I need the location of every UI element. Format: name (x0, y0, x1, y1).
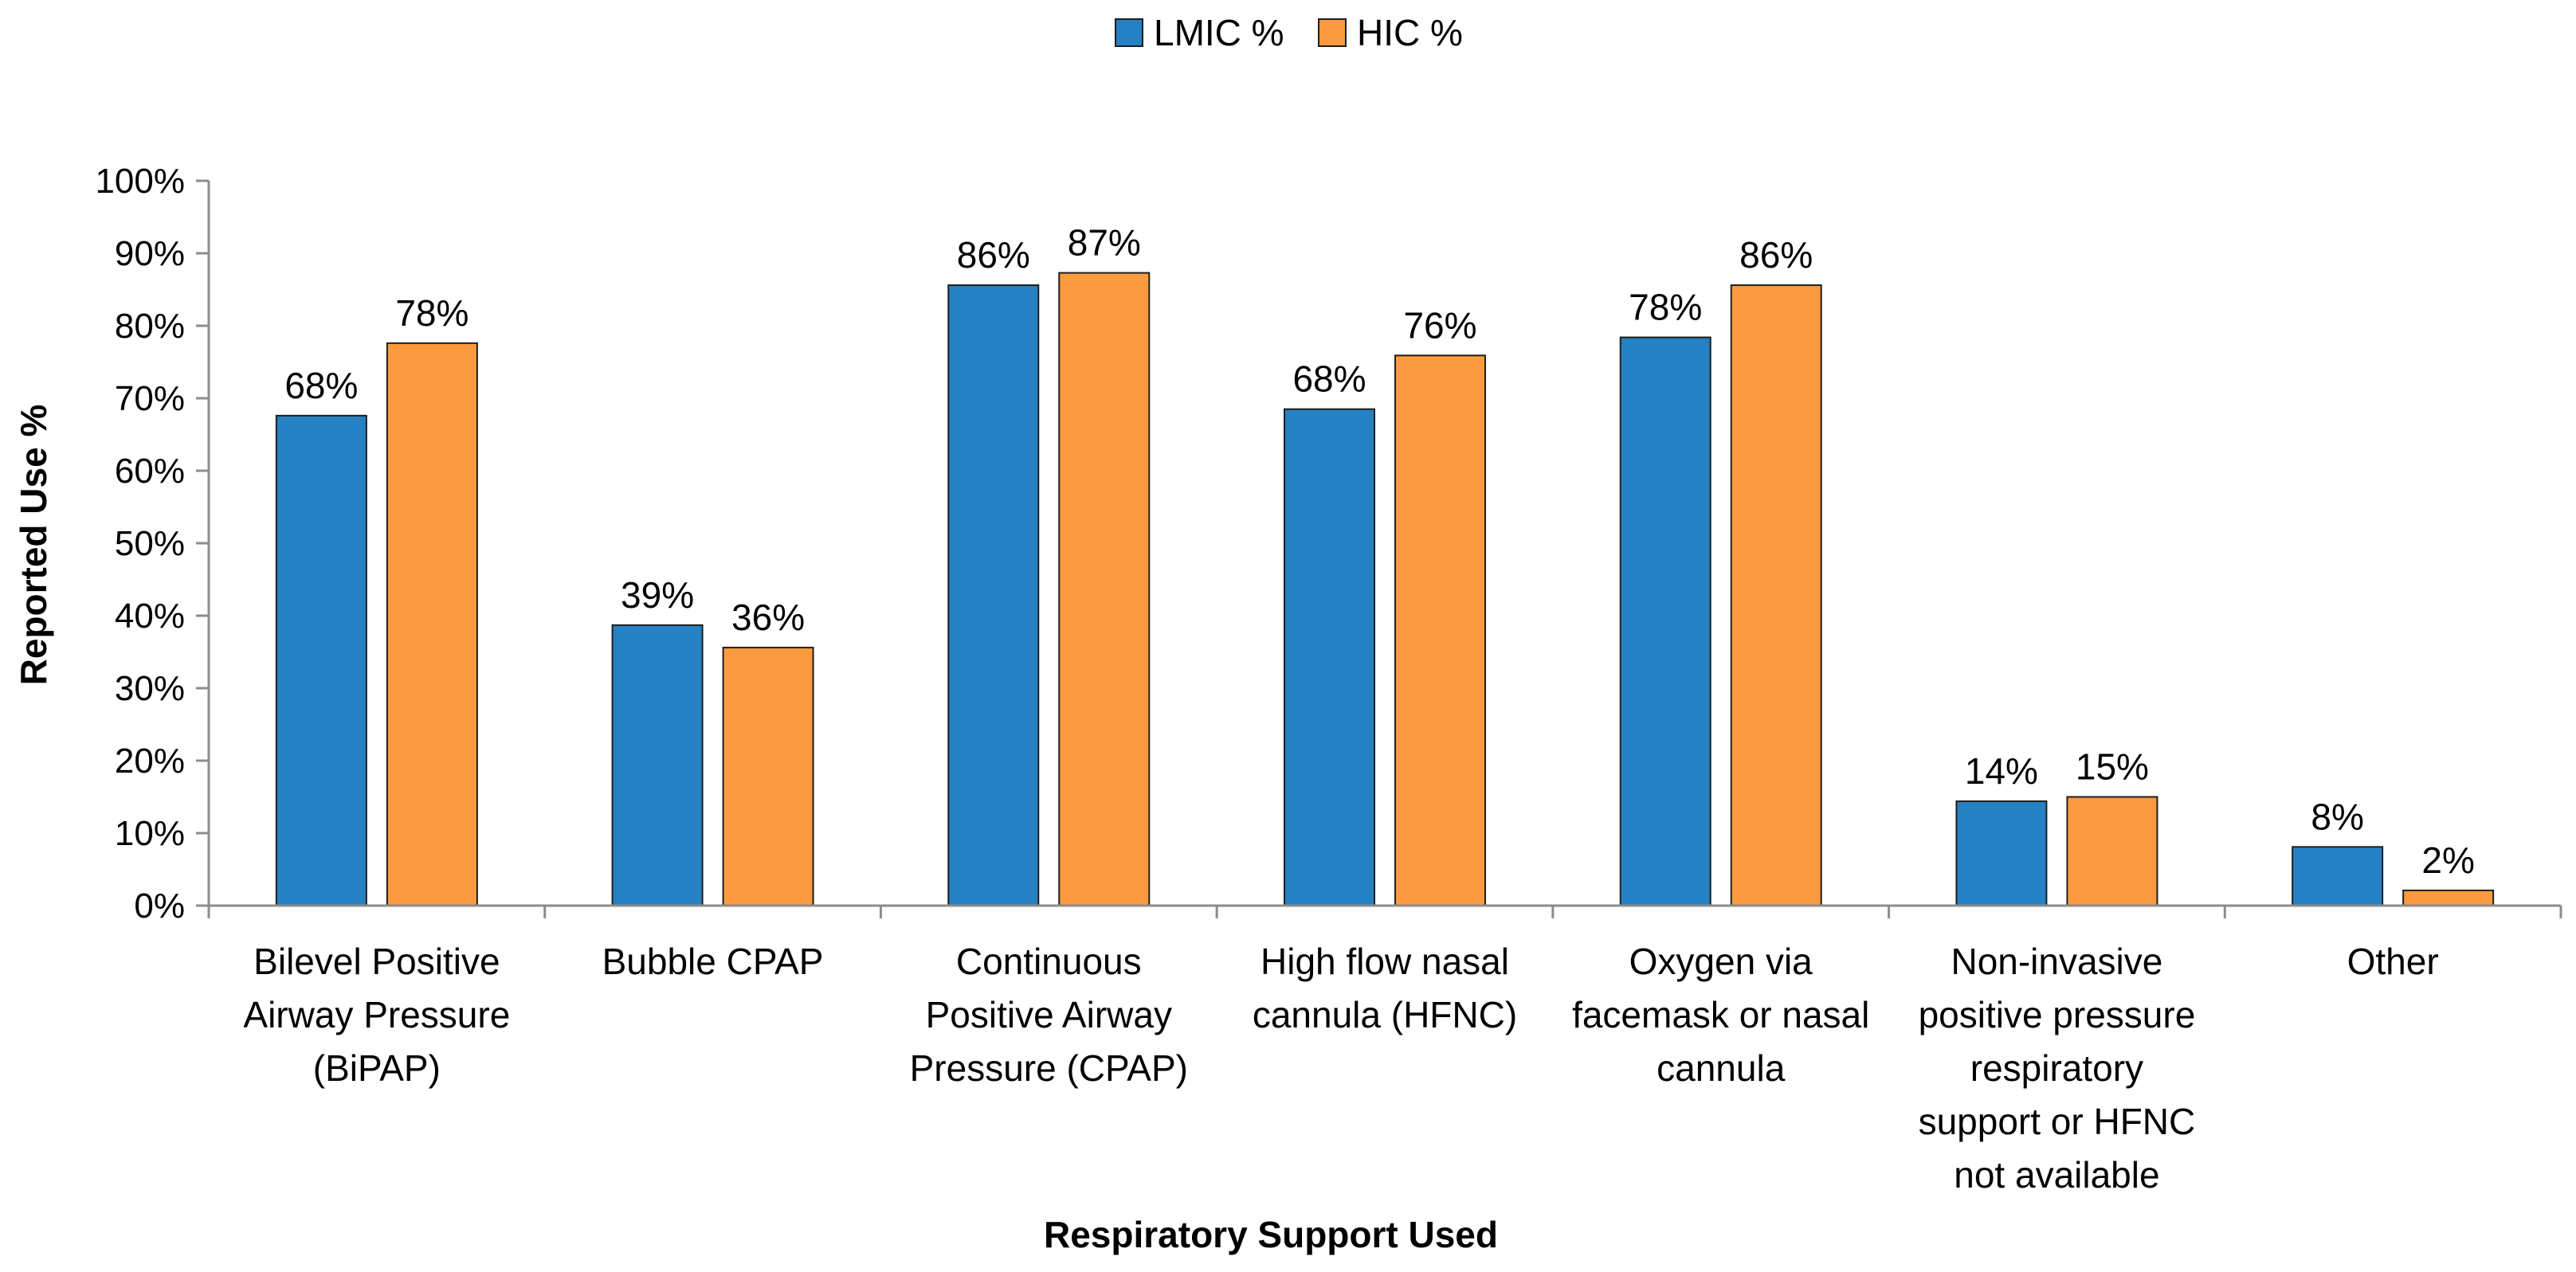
bar-hic (2066, 796, 2158, 906)
data-label: 86% (1739, 234, 1813, 276)
legend-swatch-hic (1318, 18, 1347, 47)
data-label: 39% (621, 574, 694, 616)
bar-lmic (1619, 336, 1711, 906)
legend-label-lmic: LMIC % (1154, 12, 1284, 53)
category-label: Oxygen via facemask or nasal cannula (1572, 941, 1869, 1089)
y-tick-label: 30% (115, 669, 185, 708)
data-label: 78% (395, 292, 469, 334)
y-tick-label: 20% (115, 742, 185, 781)
data-label: 14% (1965, 750, 2038, 792)
bar-hic (1394, 354, 1486, 906)
category-label: Continuous Positive Airway Pressure (CPAP) (910, 941, 1188, 1089)
data-label: 78% (1629, 287, 1702, 328)
y-tick-label: 60% (115, 452, 185, 491)
category-label: Non-invasive positive pressure respiratory… (1919, 941, 2196, 1196)
bar-hic (1058, 272, 1151, 906)
y-tick-label: 10% (115, 814, 185, 853)
bar-lmic (2292, 846, 2384, 907)
data-label: 15% (2076, 746, 2149, 788)
bar-lmic (275, 414, 367, 906)
bar-hic (722, 647, 814, 906)
y-axis: 0% 10% 20% 30% 40% 50% 60% 70% 80% 90% 100% (95, 162, 210, 926)
y-tick-label: 50% (115, 524, 185, 563)
category-label: Bilevel Positive Airway Pressure (BiPAP) (243, 941, 510, 1089)
category-label: Other (2347, 941, 2439, 982)
bar-lmic (947, 284, 1040, 907)
bar-lmic (611, 624, 704, 907)
data-label: 87% (1068, 222, 1141, 264)
data-label: 8% (2311, 796, 2363, 837)
y-tick-label: 0% (134, 886, 185, 926)
bar-lmic (1955, 800, 2048, 907)
data-label: 2% (2421, 840, 2474, 881)
legend-label-hic: HIC % (1357, 12, 1463, 53)
bar-hic (386, 342, 478, 906)
x-axis-title: Respiratory Support Used (1044, 1214, 1498, 1255)
bar-hic (1730, 284, 1822, 907)
legend-swatch-lmic (1115, 18, 1143, 47)
data-label: 76% (1403, 304, 1476, 346)
y-tick-label: 40% (115, 597, 185, 636)
data-label: 68% (1292, 358, 1366, 400)
category-label: Bubble CPAP (602, 941, 824, 982)
category-label: High flow nasal cannula (HFNC) (1253, 941, 1517, 1035)
data-label: 68% (284, 365, 358, 406)
bar-lmic (1284, 408, 1375, 906)
data-label: 86% (957, 234, 1030, 276)
y-axis-title: Reported Use % (13, 405, 54, 686)
legend: LMIC % HIC % (1115, 12, 1463, 53)
bar-hic (2402, 889, 2495, 907)
y-tick-label: 80% (115, 307, 185, 346)
y-tick-label: 70% (115, 379, 185, 418)
y-tick-label: 100% (95, 162, 185, 201)
data-label: 36% (731, 597, 805, 638)
data-labels: 68% 78% 39% 36% 86% 87% 68% 76% 78% 86% 14% 15% 8% 2% (284, 222, 2475, 881)
y-tick-label: 90% (115, 234, 185, 273)
x-axis: Bilevel Positive Airway Pressure (BiPAP) Bu… (207, 904, 2562, 1196)
bars (275, 272, 2495, 907)
